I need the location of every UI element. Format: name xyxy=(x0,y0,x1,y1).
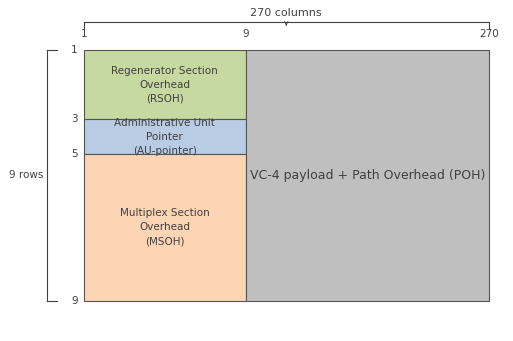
Text: 9: 9 xyxy=(71,296,77,306)
Text: VC-4 payload + Path Overhead (POH): VC-4 payload + Path Overhead (POH) xyxy=(250,169,485,182)
Text: Administrative Unit
Pointer
(AU-pointer): Administrative Unit Pointer (AU-pointer) xyxy=(114,118,215,156)
Bar xyxy=(246,50,489,301)
Bar xyxy=(84,154,246,301)
Text: 3: 3 xyxy=(71,114,77,124)
Text: 270 columns: 270 columns xyxy=(250,8,322,18)
Text: 1: 1 xyxy=(71,45,77,55)
Bar xyxy=(84,50,246,119)
Text: 9 rows: 9 rows xyxy=(9,170,43,180)
Text: Regenerator Section
Overhead
(RSOH): Regenerator Section Overhead (RSOH) xyxy=(111,65,218,104)
Text: 1: 1 xyxy=(81,29,87,39)
Text: 9: 9 xyxy=(243,29,249,39)
Text: 270: 270 xyxy=(479,29,499,39)
Text: 5: 5 xyxy=(71,149,77,159)
Text: Multiplex Section
Overhead
(MSOH): Multiplex Section Overhead (MSOH) xyxy=(120,208,210,247)
Bar xyxy=(84,119,246,154)
